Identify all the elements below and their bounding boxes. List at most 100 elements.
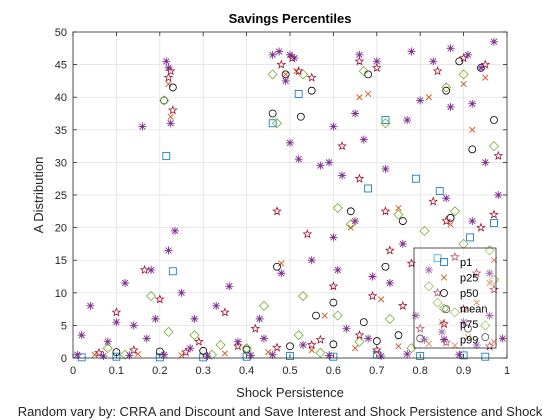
- point-p99: [329, 233, 338, 242]
- y-tick-label: 25: [55, 190, 67, 202]
- point-p75: [128, 345, 139, 355]
- point-p50: [490, 116, 498, 124]
- point-p99: [103, 337, 112, 346]
- point-p25: [165, 81, 172, 88]
- point-p99: [355, 50, 364, 59]
- point-p50: [329, 340, 338, 349]
- point-p25: [395, 343, 402, 350]
- point-p75: [272, 206, 282, 216]
- point-p99: [290, 54, 299, 63]
- point-mean: [441, 82, 452, 93]
- point-p99: [129, 321, 138, 330]
- point-p75: [450, 251, 460, 262]
- point-p50: [446, 213, 455, 222]
- point-p99: [446, 102, 455, 111]
- point-p99: [485, 269, 494, 278]
- point-p1: [168, 267, 177, 276]
- point-p99: [277, 269, 286, 278]
- point-p99: [485, 311, 494, 320]
- x-tick-label: 0.5: [282, 365, 297, 377]
- point-p75: [180, 347, 191, 357]
- point-p25: [282, 71, 289, 78]
- point-p1: [416, 352, 425, 360]
- point-p50: [381, 262, 390, 271]
- x-tick-label: 0.7: [369, 365, 384, 377]
- point-p50: [455, 57, 464, 66]
- point-p99: [281, 76, 290, 85]
- point-p75: [380, 206, 391, 216]
- point-p75: [302, 228, 313, 239]
- point-p99: [170, 226, 179, 235]
- point-p75: [354, 330, 365, 340]
- point-p1: [162, 151, 171, 160]
- point-p75: [476, 222, 486, 232]
- point-p75: [471, 268, 482, 278]
- point-p99: [403, 350, 412, 359]
- y-tick-label: 20: [55, 223, 67, 235]
- point-p99: [316, 161, 325, 170]
- point-mean: [449, 206, 460, 217]
- point-p75: [415, 323, 426, 333]
- point-p75: [233, 341, 243, 351]
- point-p25: [321, 312, 328, 319]
- point-p99: [372, 57, 381, 66]
- point-p99: [329, 122, 338, 131]
- point-p99: [411, 311, 420, 320]
- point-p99: [455, 350, 464, 359]
- y-tick-label: 30: [55, 157, 67, 169]
- point-p99: [325, 158, 334, 167]
- point-mean: [458, 69, 469, 80]
- point-mean: [488, 274, 500, 285]
- point-mean: [293, 330, 304, 341]
- point-p99: [459, 318, 468, 327]
- point-p25: [464, 334, 472, 341]
- point-p75: [441, 337, 452, 347]
- point-mean: [215, 339, 226, 351]
- point-p99: [429, 57, 438, 66]
- point-p99: [385, 279, 394, 288]
- point-p99: [142, 334, 151, 343]
- point-p75: [293, 65, 304, 76]
- point-p99: [121, 279, 130, 288]
- point-p99: [73, 350, 82, 359]
- legend-label-p25: p25: [460, 273, 478, 285]
- point-p99: [307, 256, 316, 265]
- point-p75: [354, 173, 365, 183]
- point-p25: [356, 94, 363, 101]
- point-p75: [493, 150, 504, 161]
- point-p50: [464, 324, 472, 333]
- y-tick-label: 10: [55, 288, 67, 300]
- point-p75: [489, 284, 499, 294]
- point-mean: [102, 343, 113, 354]
- point-p25: [460, 81, 467, 88]
- point-p75: [306, 339, 317, 350]
- point-p75: [480, 59, 491, 69]
- ticks: 0 0.1 0.2 0.3 0.4 0.5 0.6 0.7 0.8 0.9 105101520253…: [55, 27, 510, 377]
- point-p25: [451, 342, 459, 349]
- legend: p1 p25 p50 mean p75 p99: [413, 247, 497, 349]
- point-p99: [446, 44, 455, 53]
- point-p25: [425, 94, 432, 101]
- point-p75: [337, 140, 347, 151]
- series-p99: [73, 37, 507, 361]
- point-p99: [160, 350, 169, 359]
- point-p50: [268, 109, 277, 118]
- point-p99: [166, 119, 175, 128]
- y-tick-label: 5: [61, 320, 67, 332]
- point-p25: [482, 74, 489, 81]
- x-tick-label: 0.4: [239, 365, 254, 377]
- point-p99: [203, 352, 212, 361]
- x-tick-label: 0.2: [152, 365, 167, 377]
- point-mean: [384, 313, 395, 324]
- point-p1: [294, 90, 303, 98]
- point-p1: [77, 353, 86, 362]
- point-p1: [481, 352, 490, 361]
- point-mean: [393, 209, 404, 220]
- point-p75: [111, 307, 122, 317]
- point-p99: [381, 164, 390, 173]
- point-p50: [329, 298, 338, 307]
- point-mean: [480, 320, 491, 331]
- point-p99: [233, 337, 242, 346]
- point-p50: [160, 96, 169, 105]
